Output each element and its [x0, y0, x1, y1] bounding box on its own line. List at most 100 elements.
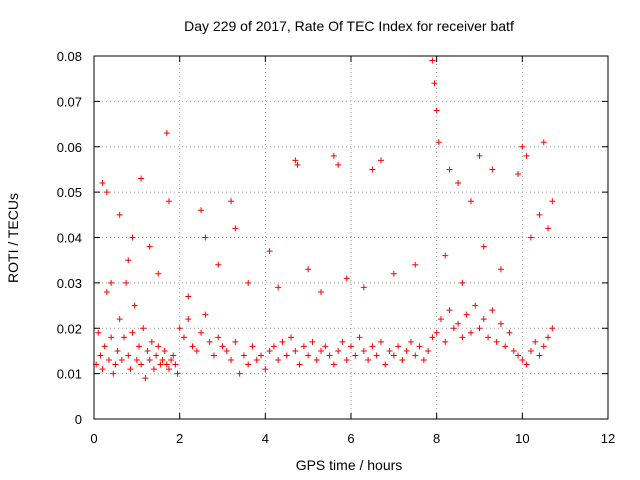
data-point [365, 357, 372, 364]
data-point [95, 329, 102, 336]
data-point [144, 347, 151, 354]
data-point [472, 302, 479, 309]
data-point [360, 284, 367, 291]
x-axis-title: GPS time / hours [296, 457, 403, 473]
data-point [536, 211, 543, 218]
x-tick-label: 6 [347, 431, 354, 446]
data-point [129, 234, 136, 241]
data-point [497, 320, 504, 327]
data-point [429, 334, 436, 341]
data-point [480, 243, 487, 250]
data-point [476, 325, 483, 332]
x-tick-label: 4 [262, 431, 269, 446]
data-point [431, 80, 438, 87]
data-point [266, 248, 273, 255]
data-point [240, 352, 247, 359]
data-point [245, 279, 252, 286]
data-point [129, 329, 136, 336]
data-point [433, 107, 440, 114]
data-point [318, 288, 325, 295]
data-point [390, 352, 397, 359]
data-point [279, 338, 286, 345]
data-points [93, 57, 556, 382]
data-point [292, 347, 299, 354]
data-point [296, 361, 303, 368]
data-point [510, 347, 517, 354]
data-point [185, 293, 192, 300]
data-point [420, 357, 427, 364]
data-point [343, 275, 350, 282]
data-point [352, 352, 359, 359]
data-point [131, 302, 138, 309]
data-point [232, 338, 239, 345]
data-point [206, 338, 213, 345]
data-point [489, 307, 496, 314]
data-point [339, 338, 346, 345]
data-point [395, 343, 402, 350]
data-point [435, 139, 442, 146]
data-point [403, 347, 410, 354]
data-point [99, 180, 106, 187]
data-point [326, 352, 333, 359]
y-axis-title: ROTI / TECUs [5, 193, 21, 283]
data-point [202, 234, 209, 241]
data-point [335, 161, 342, 168]
data-point [429, 57, 436, 64]
data-point [493, 338, 500, 345]
data-point [110, 370, 117, 377]
data-point [198, 329, 205, 336]
data-point [540, 343, 547, 350]
x-tick-label: 10 [515, 431, 529, 446]
data-point [545, 334, 552, 341]
data-point [155, 270, 162, 277]
data-point [545, 225, 552, 232]
data-point [161, 347, 168, 354]
data-point [101, 343, 108, 350]
x-tick-label: 8 [433, 431, 440, 446]
data-point [294, 161, 301, 168]
data-point [103, 288, 110, 295]
data-point [176, 325, 183, 332]
data-point [270, 343, 277, 350]
data-point [335, 347, 342, 354]
data-point [215, 334, 222, 341]
data-point [390, 270, 397, 277]
data-point [228, 357, 235, 364]
data-point [170, 352, 177, 359]
data-point [138, 175, 145, 182]
data-point [232, 225, 239, 232]
data-point [185, 316, 192, 323]
data-point [123, 279, 130, 286]
data-point [459, 279, 466, 286]
data-point [180, 334, 187, 341]
data-point [425, 347, 432, 354]
data-point [442, 338, 449, 345]
data-point [283, 352, 290, 359]
data-point [165, 198, 172, 205]
data-point [249, 343, 256, 350]
data-point [219, 343, 226, 350]
y-tick-label: 0.05 [57, 185, 82, 200]
y-tick-label: 0.02 [57, 321, 82, 336]
data-point [480, 316, 487, 323]
data-point [153, 352, 160, 359]
data-point [215, 261, 222, 268]
data-point [103, 189, 110, 196]
data-point [305, 266, 312, 273]
data-point [140, 325, 147, 332]
data-point [146, 357, 153, 364]
data-point [322, 343, 329, 350]
data-point [446, 166, 453, 173]
data-point [515, 352, 522, 359]
y-tick-label: 0 [75, 412, 82, 427]
data-point [455, 180, 462, 187]
data-point [497, 266, 504, 273]
data-point [210, 352, 217, 359]
x-tick-label: 2 [176, 431, 183, 446]
data-point [262, 366, 269, 373]
data-point [258, 352, 265, 359]
data-point [116, 316, 123, 323]
data-point [108, 334, 115, 341]
data-point [266, 347, 273, 354]
data-point [527, 234, 534, 241]
